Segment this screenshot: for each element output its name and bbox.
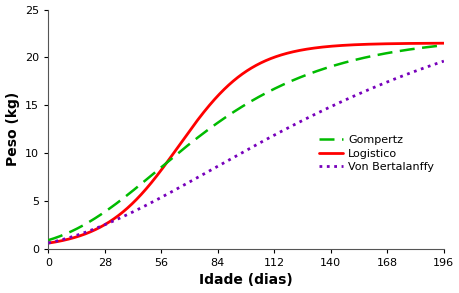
Logistico <box>237 74 243 77</box>
Line: Logistico: Logistico <box>48 43 443 243</box>
Gompertz <box>227 113 232 116</box>
Logistico <box>429 42 434 45</box>
Gompertz <box>356 57 362 61</box>
Gompertz <box>429 45 434 48</box>
Von Bertalanffy <box>237 152 243 155</box>
Legend: Gompertz, Logistico, Von Bertalanffy: Gompertz, Logistico, Von Bertalanffy <box>314 131 437 176</box>
Gompertz <box>45 239 51 242</box>
X-axis label: Idade (dias): Idade (dias) <box>199 273 292 287</box>
Line: Gompertz: Gompertz <box>48 45 443 240</box>
Gompertz <box>237 106 243 109</box>
Von Bertalanffy <box>45 241 51 245</box>
Von Bertalanffy <box>429 63 434 67</box>
Gompertz <box>66 231 71 234</box>
Von Bertalanffy <box>227 157 232 161</box>
Logistico <box>227 82 232 86</box>
Logistico <box>440 41 446 45</box>
Logistico <box>356 43 362 46</box>
Gompertz <box>429 45 434 48</box>
Logistico <box>45 241 51 245</box>
Von Bertalanffy <box>440 59 446 63</box>
Von Bertalanffy <box>429 63 434 67</box>
Logistico <box>66 237 71 241</box>
Von Bertalanffy <box>356 92 362 95</box>
Line: Von Bertalanffy: Von Bertalanffy <box>48 61 443 243</box>
Gompertz <box>440 43 446 47</box>
Von Bertalanffy <box>66 236 71 240</box>
Logistico <box>429 42 434 45</box>
Y-axis label: Peso (kg): Peso (kg) <box>6 92 20 166</box>
